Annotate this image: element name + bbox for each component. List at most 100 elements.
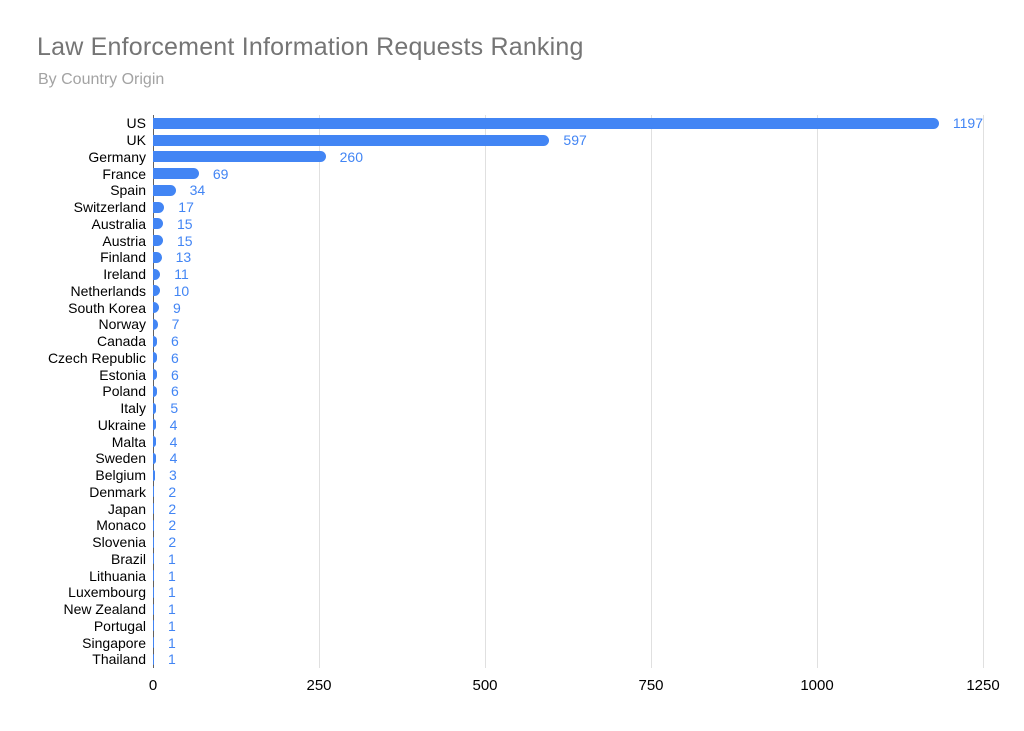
category-label: France bbox=[102, 165, 146, 182]
bar-row: Estonia 6 bbox=[0, 366, 983, 383]
bar-row: Brazil 1 bbox=[0, 551, 983, 568]
bar-row: Netherlands 10 bbox=[0, 283, 983, 300]
chart-title: Law Enforcement Information Requests Ran… bbox=[37, 33, 584, 61]
bar-track: 2 bbox=[153, 517, 983, 534]
bar-track: 15 bbox=[153, 216, 983, 233]
bar-row: Italy 5 bbox=[0, 400, 983, 417]
category-label: Canada bbox=[96, 333, 146, 350]
bar-row: South Korea 9 bbox=[0, 299, 983, 316]
category-label: Czech Republic bbox=[47, 349, 146, 366]
bar-row: Singapore 1 bbox=[0, 634, 983, 651]
bar-row: US 1197 bbox=[0, 115, 983, 132]
bar-row: Czech Republic 6 bbox=[0, 350, 983, 367]
value-label: 7 bbox=[171, 316, 180, 333]
bar-track: 1 bbox=[153, 601, 983, 618]
category-label: Austria bbox=[102, 232, 146, 249]
bar-track: 7 bbox=[153, 316, 983, 333]
bar-row: Luxembourg 1 bbox=[0, 584, 983, 601]
bar bbox=[153, 385, 157, 397]
bar bbox=[153, 285, 160, 297]
bar-row: Malta 4 bbox=[0, 433, 983, 450]
category-label: Spain bbox=[110, 182, 146, 199]
value-label: 13 bbox=[175, 249, 192, 266]
bar bbox=[153, 352, 157, 364]
bar-track: 2 bbox=[153, 534, 983, 551]
bar bbox=[153, 553, 154, 565]
bar-track: 15 bbox=[153, 232, 983, 249]
bar bbox=[153, 134, 550, 146]
x-tick-label: 500 bbox=[472, 677, 498, 694]
category-label: Monaco bbox=[96, 517, 146, 534]
bar bbox=[153, 335, 157, 347]
value-label: 1 bbox=[168, 601, 176, 618]
value-label: 34 bbox=[189, 182, 206, 199]
value-label: 15 bbox=[176, 232, 193, 249]
bar bbox=[153, 653, 154, 665]
bar-track: 1 bbox=[153, 567, 983, 584]
category-label: Brazil bbox=[110, 550, 146, 567]
bar bbox=[153, 302, 159, 314]
x-tick-label: 1250 bbox=[966, 677, 1000, 694]
bar-track: 34 bbox=[153, 182, 983, 199]
bar-track: 3 bbox=[153, 467, 983, 484]
category-label: Malta bbox=[111, 433, 146, 450]
bar-row: Switzerland 17 bbox=[0, 199, 983, 216]
bar-row: Japan 2 bbox=[0, 500, 983, 517]
bar-track: 13 bbox=[153, 249, 983, 266]
gridline-250 bbox=[319, 115, 320, 668]
bar-row: Belgium 3 bbox=[0, 467, 983, 484]
bar-row: Portugal 1 bbox=[0, 618, 983, 635]
category-label: Italy bbox=[120, 400, 146, 417]
bar-row: Ireland 11 bbox=[0, 266, 983, 283]
gridline-750 bbox=[651, 115, 652, 668]
category-label: Norway bbox=[98, 316, 146, 333]
bar bbox=[153, 318, 158, 330]
bar-track: 9 bbox=[153, 299, 983, 316]
value-label: 10 bbox=[173, 282, 190, 299]
bar bbox=[153, 402, 157, 414]
bar-track: 4 bbox=[153, 433, 983, 450]
category-label: Germany bbox=[88, 148, 146, 165]
value-label: 260 bbox=[339, 148, 363, 165]
bar bbox=[153, 436, 156, 448]
bar-track: 1 bbox=[153, 584, 983, 601]
value-label: 6 bbox=[170, 366, 179, 383]
bar bbox=[153, 519, 155, 531]
bar bbox=[153, 184, 176, 196]
bar bbox=[153, 268, 161, 280]
value-label: 3 bbox=[168, 467, 177, 484]
bar bbox=[153, 369, 157, 381]
bar-row: Monaco 2 bbox=[0, 517, 983, 534]
bar bbox=[153, 151, 326, 163]
value-label: 1 bbox=[168, 651, 176, 668]
category-label: UK bbox=[126, 132, 146, 149]
bar-track: 4 bbox=[153, 417, 983, 434]
bar-row: New Zealand 1 bbox=[0, 601, 983, 618]
value-label: 6 bbox=[170, 333, 179, 350]
bar bbox=[153, 201, 165, 213]
value-label: 1197 bbox=[952, 115, 983, 132]
value-label: 15 bbox=[176, 215, 193, 232]
category-label: US bbox=[126, 115, 146, 132]
value-label: 1 bbox=[168, 617, 176, 634]
bar-track: 5 bbox=[153, 400, 983, 417]
bar bbox=[153, 452, 156, 464]
value-label: 5 bbox=[170, 400, 179, 417]
bar-row: Slovenia 2 bbox=[0, 534, 983, 551]
bar-track: 6 bbox=[153, 383, 983, 400]
bar-row: Germany 260 bbox=[0, 149, 983, 166]
bar bbox=[153, 218, 163, 230]
bar-track: 4 bbox=[153, 450, 983, 467]
category-label: Poland bbox=[102, 383, 146, 400]
category-label: Singapore bbox=[82, 634, 146, 651]
bar bbox=[153, 419, 156, 431]
bar-track: 6 bbox=[153, 350, 983, 367]
bar-row: Finland 13 bbox=[0, 249, 983, 266]
value-label: 6 bbox=[170, 383, 179, 400]
bar bbox=[153, 251, 162, 263]
bar-track: 1 bbox=[153, 634, 983, 651]
bar bbox=[153, 486, 155, 498]
bar-row: Norway 7 bbox=[0, 316, 983, 333]
bar bbox=[153, 168, 199, 180]
